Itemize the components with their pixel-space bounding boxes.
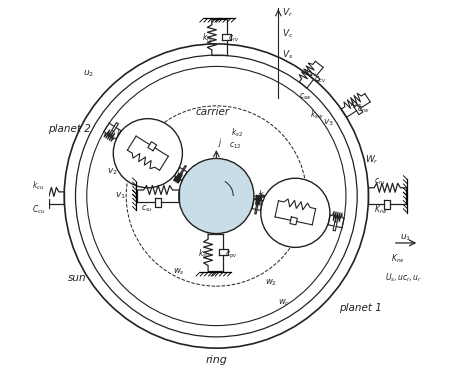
Text: $k_{sw}$: $k_{sw}$ (310, 108, 324, 121)
Text: $c_{s2}$: $c_{s2}$ (197, 175, 209, 185)
Text: $k_{rv}$: $k_{rv}$ (202, 31, 214, 44)
Text: $k_{rw}$: $k_{rw}$ (349, 97, 363, 110)
Text: $K_{p2}$: $K_{p2}$ (123, 150, 137, 163)
Text: $k_{su}$: $k_{su}$ (141, 177, 154, 190)
Text: $c_{r2}$: $c_{r2}$ (123, 139, 135, 149)
Circle shape (261, 178, 330, 247)
Text: $c_{p2}$: $c_{p2}$ (150, 156, 162, 167)
Text: $c_{12}$: $c_{12}$ (229, 140, 242, 151)
Text: $w_c$: $w_c$ (278, 298, 290, 308)
Text: $i$: $i$ (273, 191, 277, 202)
Text: carrier: carrier (195, 107, 229, 117)
Text: $v_2$: $v_2$ (108, 167, 118, 177)
Text: $c_{r1}$: $c_{r1}$ (321, 207, 332, 218)
Text: $c_{pv}$: $c_{pv}$ (225, 250, 237, 261)
Text: $k_{s2}$: $k_{s2}$ (191, 164, 203, 176)
Text: $W_r$: $W_r$ (365, 153, 379, 166)
Text: $K_{rw}$: $K_{rw}$ (374, 204, 388, 216)
Text: $k_{sv}$: $k_{sv}$ (198, 247, 210, 260)
Text: $c_{rw}$: $c_{rw}$ (357, 104, 370, 115)
Text: $j$: $j$ (218, 136, 223, 149)
Text: $c_{s1}$: $c_{s1}$ (259, 199, 271, 210)
Text: $v_3$: $v_3$ (323, 118, 334, 128)
Text: $w_2$: $w_2$ (162, 155, 173, 166)
Text: $C_{cu}$: $C_{cu}$ (32, 203, 46, 216)
Text: $w_2$: $w_2$ (155, 158, 166, 168)
Text: $c_{p1}$: $c_{p1}$ (297, 210, 310, 221)
Text: $k_{r2}$: $k_{r2}$ (116, 127, 128, 140)
Text: $V_r$: $V_r$ (282, 7, 293, 19)
Circle shape (179, 158, 254, 234)
Text: planet 1: planet 1 (339, 303, 383, 313)
Text: planet 2: planet 2 (48, 124, 91, 134)
Text: $k_{r1}$: $k_{r1}$ (316, 199, 327, 212)
Text: $k_{s2}$: $k_{s2}$ (231, 127, 244, 139)
Text: $k_{s1}$: $k_{s1}$ (258, 188, 270, 201)
Text: $u_1$: $u_1$ (401, 232, 411, 243)
Text: $k_{cu}$: $k_{cu}$ (32, 179, 45, 192)
Text: $v_1$: $v_1$ (115, 191, 126, 201)
Text: $V_c$: $V_c$ (282, 28, 294, 40)
Text: $c_{ru}$: $c_{ru}$ (374, 177, 386, 187)
Text: O: O (207, 197, 213, 206)
Text: $c_{sw}$: $c_{sw}$ (299, 91, 312, 102)
Text: $K_{rw}$: $K_{rw}$ (391, 253, 405, 265)
Text: $c_{rv}$: $c_{rv}$ (228, 33, 240, 44)
Text: $\phi_2$: $\phi_2$ (226, 179, 236, 192)
Text: $U_s, uc_r, u_r$: $U_s, uc_r, u_r$ (385, 271, 423, 284)
Text: $V_s$: $V_s$ (282, 48, 293, 61)
Text: $w_1$: $w_1$ (280, 215, 292, 226)
Text: $c_{cv}$: $c_{cv}$ (314, 74, 327, 85)
Circle shape (113, 119, 182, 188)
Text: $k_{p1}$: $k_{p1}$ (273, 200, 285, 213)
Text: $w_s$: $w_s$ (173, 266, 185, 276)
Text: $w_2$: $w_2$ (265, 277, 277, 288)
Text: $k_{cv}$: $k_{cv}$ (305, 67, 318, 79)
Text: ring: ring (205, 355, 227, 365)
Text: $c_{su}$: $c_{su}$ (141, 203, 154, 214)
Text: $u_2$: $u_2$ (83, 69, 94, 79)
Text: sun: sun (68, 273, 87, 282)
